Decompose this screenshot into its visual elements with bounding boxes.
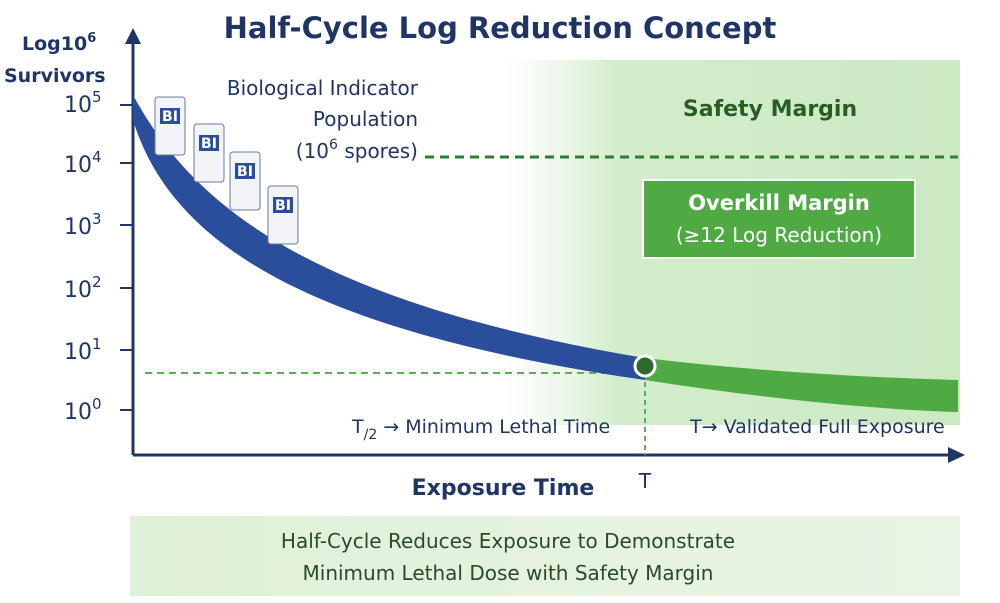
y-ticks: 105 104 103 102 101 100: [64, 88, 133, 425]
tick-label: 103: [64, 210, 102, 240]
svg-text:BI: BI: [237, 164, 253, 180]
half-time-label: T/2 → Minimum Lethal Time: [351, 416, 610, 443]
x-axis-label: Exposure Time: [412, 476, 595, 501]
point-t: [633, 354, 657, 378]
overkill-subtitle: (≥12 Log Reduction): [676, 223, 882, 247]
text: Population: [313, 107, 418, 131]
text: (106 spores): [296, 137, 418, 163]
title: Half-Cycle Log Reduction Concept: [224, 11, 777, 45]
overkill-title: Overkill Margin: [688, 191, 870, 215]
overkill-box: [642, 179, 916, 259]
y-axis-label: Log106: [22, 31, 96, 55]
tick-label: 104: [64, 148, 102, 178]
footer-box: [130, 516, 960, 596]
tick-label: 101: [64, 335, 102, 365]
safety-margin: Safety Margin: [683, 97, 857, 122]
svg-text:BI: BI: [275, 198, 291, 214]
x-tick-label: T: [638, 469, 652, 493]
curve-blue: [133, 95, 645, 380]
indicators: BI BI BI BI: [154, 96, 299, 245]
svg-text:BI: BI: [162, 109, 178, 125]
full-time-label: T→ Validated Full Exposure: [689, 416, 945, 438]
tick-label: 100: [64, 395, 102, 425]
svg-text:BI: BI: [201, 136, 217, 152]
tick-label: 102: [64, 273, 102, 303]
footer-text: Minimum Lethal Dose with Safety Margin: [303, 561, 714, 585]
population-label: Biological Indicator Population (106 spo…: [227, 76, 419, 163]
bi-icon: BI: [267, 185, 299, 245]
bi-icon: BI: [229, 151, 261, 211]
footer-text: Half-Cycle Reduces Exposure to Demonstra…: [281, 529, 735, 553]
bi-icon: BI: [193, 123, 225, 183]
arrowhead: [948, 447, 965, 463]
y-axis-label: Survivors: [4, 65, 106, 87]
bi-icon: BI: [154, 96, 186, 156]
curve-green: [645, 358, 958, 412]
tick-label: 105: [64, 88, 102, 118]
arrowhead: [125, 28, 141, 44]
text: Biological Indicator: [227, 76, 419, 100]
